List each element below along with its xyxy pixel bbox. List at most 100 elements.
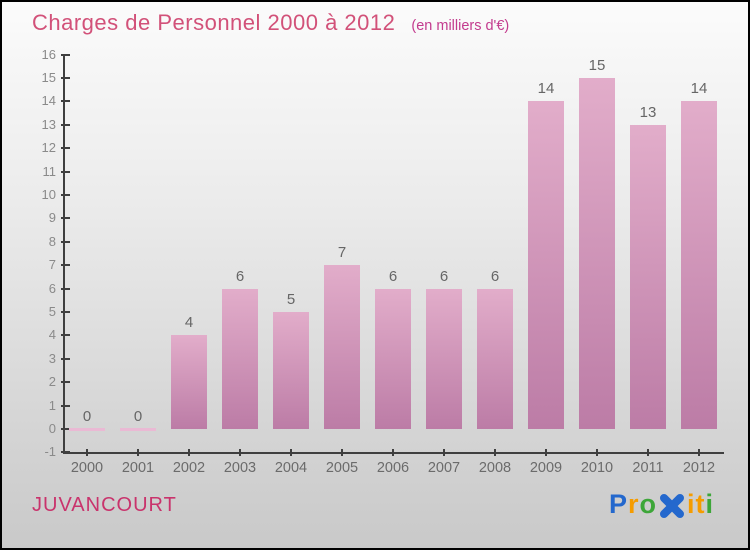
x-tick-mark bbox=[647, 449, 649, 457]
bar bbox=[528, 101, 564, 429]
bar-value-label: 14 bbox=[537, 80, 555, 98]
y-tick-label: 1 bbox=[48, 397, 56, 413]
y-axis-line bbox=[63, 54, 65, 455]
y-tick-label: 15 bbox=[41, 70, 56, 85]
y-tick-mark bbox=[61, 77, 70, 79]
bar-value-label: 4 bbox=[184, 314, 194, 332]
bar-value-label: 7 bbox=[337, 244, 347, 262]
x-tick-mark bbox=[137, 449, 139, 457]
y-tick-mark bbox=[61, 334, 70, 337]
bar bbox=[477, 288, 513, 429]
x-tick-label: 2007 bbox=[427, 460, 461, 477]
logo-letter: r bbox=[627, 489, 640, 519]
chart-unit-subtitle: (en milliers d'€) bbox=[411, 18, 510, 34]
location-label: JUVANCOURT bbox=[32, 494, 177, 516]
bar-value-label: 13 bbox=[639, 103, 657, 121]
y-tick-label: 16 bbox=[41, 46, 56, 62]
y-tick-label: 12 bbox=[41, 140, 56, 156]
x-tick-mark bbox=[290, 449, 292, 457]
x-tick-mark bbox=[545, 449, 547, 457]
bar bbox=[273, 312, 309, 429]
y-tick-label: 11 bbox=[42, 163, 57, 179]
y-tick-mark bbox=[61, 428, 70, 430]
bar-zero bbox=[69, 428, 105, 431]
x-tick-label: 2004 bbox=[274, 460, 308, 477]
y-tick-mark bbox=[61, 451, 70, 454]
y-tick-label: 13 bbox=[41, 116, 56, 132]
y-tick-label: 7 bbox=[48, 257, 56, 273]
x-tick-label: 2001 bbox=[121, 460, 155, 477]
bar bbox=[681, 101, 717, 429]
y-tick-label: 10 bbox=[41, 187, 56, 202]
y-tick-mark bbox=[61, 311, 70, 313]
x-tick-label: 2010 bbox=[580, 460, 614, 477]
x-tick-mark bbox=[698, 449, 700, 457]
x-tick-label: 2012 bbox=[682, 460, 716, 477]
bar-value-label: 15 bbox=[588, 57, 606, 74]
y-tick-label: 8 bbox=[48, 233, 56, 249]
x-tick-label: 2000 bbox=[70, 460, 104, 477]
y-tick-mark bbox=[61, 381, 70, 384]
y-tick-mark bbox=[61, 147, 70, 150]
y-tick-mark bbox=[61, 123, 70, 126]
x-tick-label: 2011 bbox=[632, 460, 664, 477]
bar-value-label: 0 bbox=[82, 408, 92, 425]
y-tick-mark bbox=[61, 53, 70, 56]
y-tick-mark bbox=[61, 287, 70, 290]
x-tick-label: 2009 bbox=[529, 460, 563, 477]
y-tick-label: -1 bbox=[44, 444, 56, 460]
x-tick-mark bbox=[86, 449, 88, 457]
y-tick-mark bbox=[61, 404, 70, 407]
y-tick-label: 14 bbox=[41, 93, 56, 109]
y-tick-mark bbox=[61, 217, 70, 220]
logo-letter: i bbox=[705, 489, 714, 519]
x-tick-label: 2008 bbox=[478, 460, 512, 477]
logo-x-mark-icon bbox=[658, 492, 686, 527]
bar bbox=[426, 288, 462, 429]
y-tick-label: 2 bbox=[48, 374, 56, 390]
logo-letter: t bbox=[695, 489, 706, 519]
y-tick-mark bbox=[61, 194, 70, 196]
bar bbox=[324, 265, 360, 429]
x-tick-label: 2005 bbox=[325, 460, 359, 477]
y-tick-label: 9 bbox=[48, 210, 56, 226]
bar-value-label: 6 bbox=[388, 267, 398, 285]
logo-letter: i bbox=[686, 489, 696, 519]
x-tick-mark bbox=[341, 449, 343, 457]
bar-value-label: 5 bbox=[286, 291, 296, 308]
x-tick-label: 2002 bbox=[172, 460, 206, 477]
bar-zero bbox=[120, 428, 156, 431]
x-tick-mark bbox=[188, 449, 190, 457]
bar bbox=[222, 288, 258, 429]
logo-letter: o bbox=[639, 489, 657, 519]
x-tick-mark bbox=[443, 449, 445, 457]
bar-value-label: 6 bbox=[490, 267, 500, 285]
bar-value-label: 6 bbox=[439, 267, 449, 285]
bar-value-label: 14 bbox=[690, 80, 708, 98]
bar bbox=[630, 124, 666, 429]
bar bbox=[375, 288, 411, 429]
chart-title: Charges de Personnel 2000 à 2012 bbox=[32, 10, 396, 35]
y-tick-label: 3 bbox=[48, 350, 56, 366]
y-tick-mark bbox=[61, 240, 70, 243]
bar-value-label: 0 bbox=[133, 408, 143, 425]
y-tick-label: 0 bbox=[48, 421, 56, 436]
y-tick-mark bbox=[61, 100, 70, 103]
x-tick-mark bbox=[494, 449, 496, 457]
logo-letter: P bbox=[608, 489, 628, 519]
x-tick-mark bbox=[392, 449, 394, 457]
y-tick-label: 6 bbox=[48, 280, 56, 296]
bar bbox=[171, 335, 207, 429]
y-tick-label: 5 bbox=[48, 304, 56, 319]
x-tick-mark bbox=[239, 449, 241, 457]
x-tick-mark bbox=[596, 449, 598, 457]
y-tick-mark bbox=[61, 170, 70, 173]
x-tick-label: 2006 bbox=[376, 460, 410, 477]
bar bbox=[579, 78, 615, 429]
y-tick-label: 4 bbox=[48, 327, 56, 343]
y-tick-mark bbox=[61, 264, 70, 267]
bar-value-label: 6 bbox=[235, 267, 245, 285]
